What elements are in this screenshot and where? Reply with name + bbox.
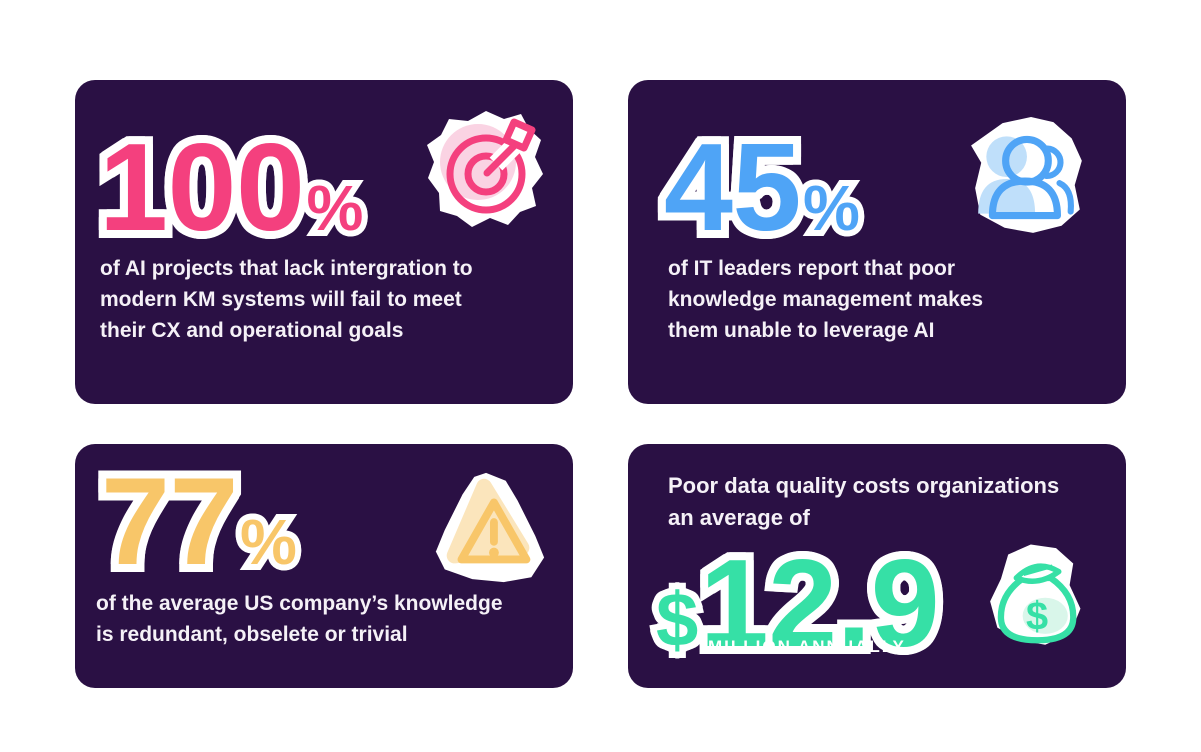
description-line: of AI projects that lack intergration to: [100, 257, 473, 280]
percent-sign: %: [797, 170, 866, 246]
dollar-sign: $: [650, 576, 705, 665]
stat-card-it-leaders: 45% of IT leaders report that poor knowl…: [628, 80, 1126, 404]
stat-100-percent: 100%: [91, 118, 369, 258]
description-line: their CX and operational goals: [100, 319, 404, 342]
stat-description: of the average US company’s knowledge is…: [96, 588, 503, 650]
percent-sign: %: [300, 170, 369, 246]
stat-description: of AI projects that lack intergration to…: [100, 253, 473, 346]
card-heading: Poor data quality costs organizations an…: [668, 470, 1059, 534]
stat-value: 12.9: [692, 534, 948, 674]
people-icon: [966, 114, 1092, 240]
description-line: of IT leaders report that poor: [668, 257, 956, 280]
stat-dollar-amount: $12.9: [650, 534, 948, 674]
stat-45-percent: 45%: [656, 118, 866, 258]
stat-card-ai-projects: 100% of AI projects that lack intergrati…: [75, 80, 573, 404]
description-line: them unable to leverage AI: [668, 319, 935, 342]
description-line: modern KM systems will fail to meet: [100, 288, 462, 311]
stat-card-company-knowledge: 77% of the average US company’s knowledg…: [75, 444, 573, 688]
stat-77-percent: 77%: [93, 452, 303, 592]
stat-value: 100: [91, 118, 313, 258]
heading-line: Poor data quality costs organizations: [668, 473, 1060, 498]
target-icon: [424, 108, 548, 232]
stat-caption: MILLION ANNUALLY: [708, 637, 906, 656]
description-line: of the average US company’s knowledge: [96, 592, 503, 615]
stat-card-data-quality-cost: Poor data quality costs organizations an…: [628, 444, 1126, 688]
percent-sign: %: [234, 504, 303, 580]
heading-line: an average of: [668, 505, 810, 530]
money-bag-icon: $: [982, 534, 1094, 658]
warning-icon: [429, 466, 551, 590]
stat-value: 45: [656, 118, 809, 258]
stat-value: 77: [93, 452, 246, 592]
description-line: is redundant, obselete or trivial: [96, 623, 408, 646]
stat-description: of IT leaders report that poor knowledge…: [668, 253, 983, 346]
dollar-glyph: $: [1026, 594, 1048, 638]
description-line: knowledge management makes: [668, 288, 984, 311]
